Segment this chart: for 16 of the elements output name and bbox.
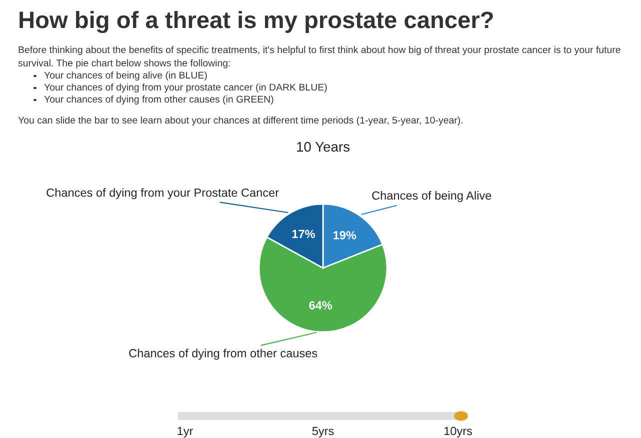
chart-title: 10 Years	[297, 142, 350, 152]
slice-label: Chances of being Alive	[372, 191, 492, 202]
data-label: 19%	[334, 231, 356, 240]
text: You can slide the bar to see learn about your chances at different time periods (1-year, 5-year, 10-year).	[18, 116, 462, 126]
data-label: 17%	[292, 230, 315, 238]
text: How big of a threat is my prostate cancer?	[20, 10, 493, 34]
text: Before thinking about the benefits of specific treatments, it's helpful to first think about how big of threat your prostate cancer is to your future survival. The pie chart below shows the following:	[18, 46, 620, 68]
slice-label: Chances of dying from your Prostate Cancer	[46, 188, 279, 200]
text: Your chances of dying from your prostate cancer (in DARK BLUE)	[44, 83, 327, 93]
text: Your chances of being alive (in BLUE)	[44, 71, 207, 81]
slice-label: Chances of dying from other causes	[129, 348, 318, 360]
text: 5yrs	[312, 426, 334, 438]
text: 10yrs	[444, 426, 472, 438]
text: Your chances of dying from other causes (in GREEN)	[44, 95, 274, 105]
text: 1yr	[178, 426, 194, 438]
data-label: 64%	[309, 301, 332, 310]
